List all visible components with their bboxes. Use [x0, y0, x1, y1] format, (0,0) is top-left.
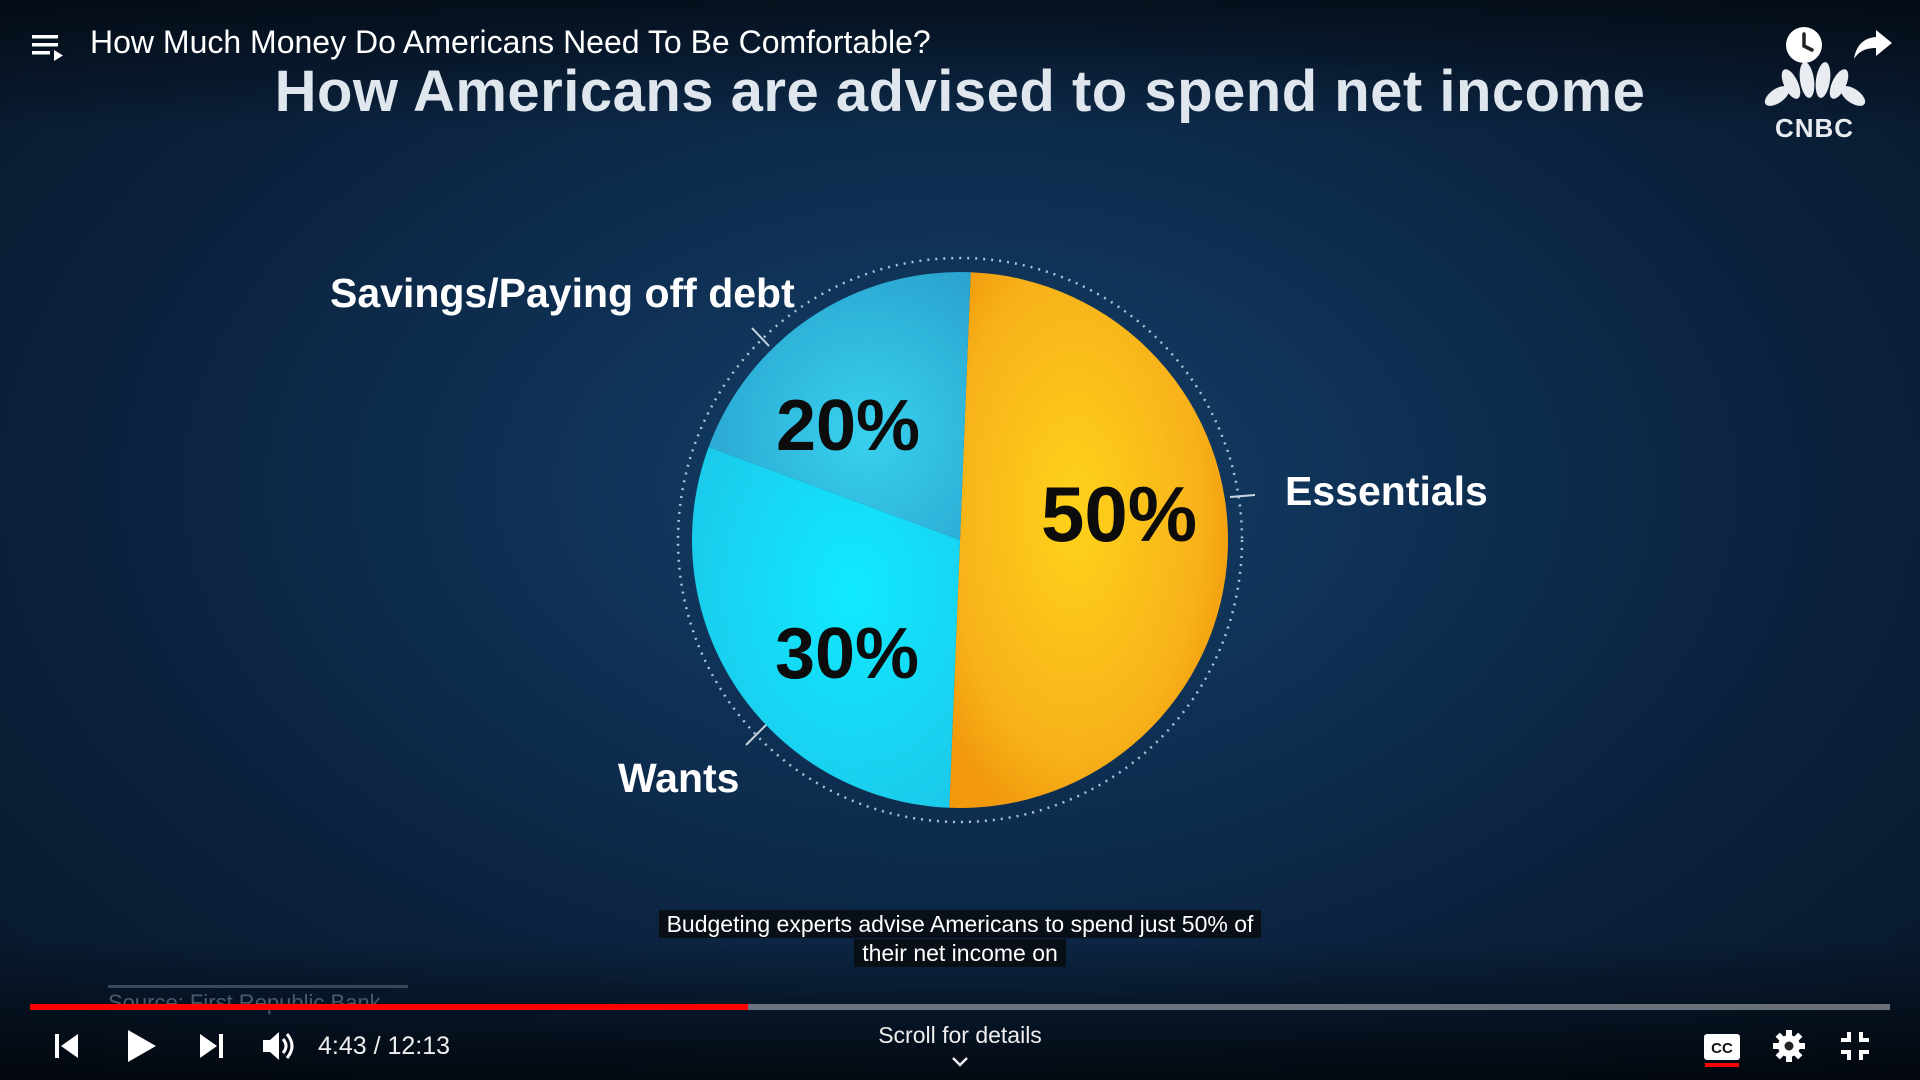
svg-text:CC: CC [1711, 1040, 1733, 1057]
caption-line-1: Budgeting experts advise Americans to sp… [658, 910, 1262, 938]
slice-pct-essentials: 50% [1041, 470, 1197, 558]
pie-slice-essentials [949, 272, 1228, 809]
caption-line-2: their net income on [854, 939, 1066, 967]
progress-bar[interactable] [30, 1004, 1890, 1010]
closed-caption: Budgeting experts advise Americans to sp… [0, 910, 1920, 968]
volume-icon[interactable] [260, 1028, 296, 1069]
leader-savings [751, 327, 770, 347]
legend-label-savings: Savings/Paying off debt [330, 270, 795, 316]
pie-slice-wants [692, 447, 960, 808]
logo-text: CNBC [1774, 113, 1855, 143]
pie-dotted-ring [676, 256, 1244, 824]
settings-icon[interactable] [1771, 1028, 1807, 1069]
chevron-down-icon[interactable] [950, 1055, 970, 1073]
source-note: Source: First Republic Bank [108, 985, 408, 1016]
video-title[interactable]: How Much Money Do Americans Need To Be C… [90, 24, 931, 60]
leader-essentials [1229, 494, 1256, 498]
next-icon[interactable] [196, 1030, 226, 1067]
cnbc-logo: CNBC [1752, 60, 1877, 144]
previous-icon[interactable] [52, 1030, 82, 1067]
legend-label-essentials: Essentials [1285, 468, 1488, 514]
peacock-icon [1764, 62, 1865, 106]
captions-active-indicator [1705, 1063, 1739, 1067]
top-gradient [0, 0, 1920, 130]
time-display: 4:43 / 12:13 [318, 1032, 451, 1060]
playlist-icon[interactable] [30, 30, 66, 71]
slide-title: How Americans are advised to spend net i… [274, 59, 1646, 124]
scroll-for-details[interactable]: Scroll for details [878, 1022, 1042, 1048]
share-icon[interactable] [1852, 26, 1894, 67]
slice-pct-wants: 30% [775, 614, 919, 694]
progress-played [30, 1004, 748, 1010]
pie-slice-savings [708, 272, 971, 540]
legend-label-wants: Wants [618, 755, 739, 801]
slice-pct-savings: 20% [776, 386, 920, 466]
watch-later-icon[interactable] [1783, 24, 1825, 71]
leader-wants [745, 724, 767, 746]
exit-fullscreen-icon[interactable] [1839, 1030, 1871, 1067]
play-icon[interactable] [122, 1026, 158, 1071]
captions-icon[interactable]: CC [1703, 1033, 1741, 1066]
